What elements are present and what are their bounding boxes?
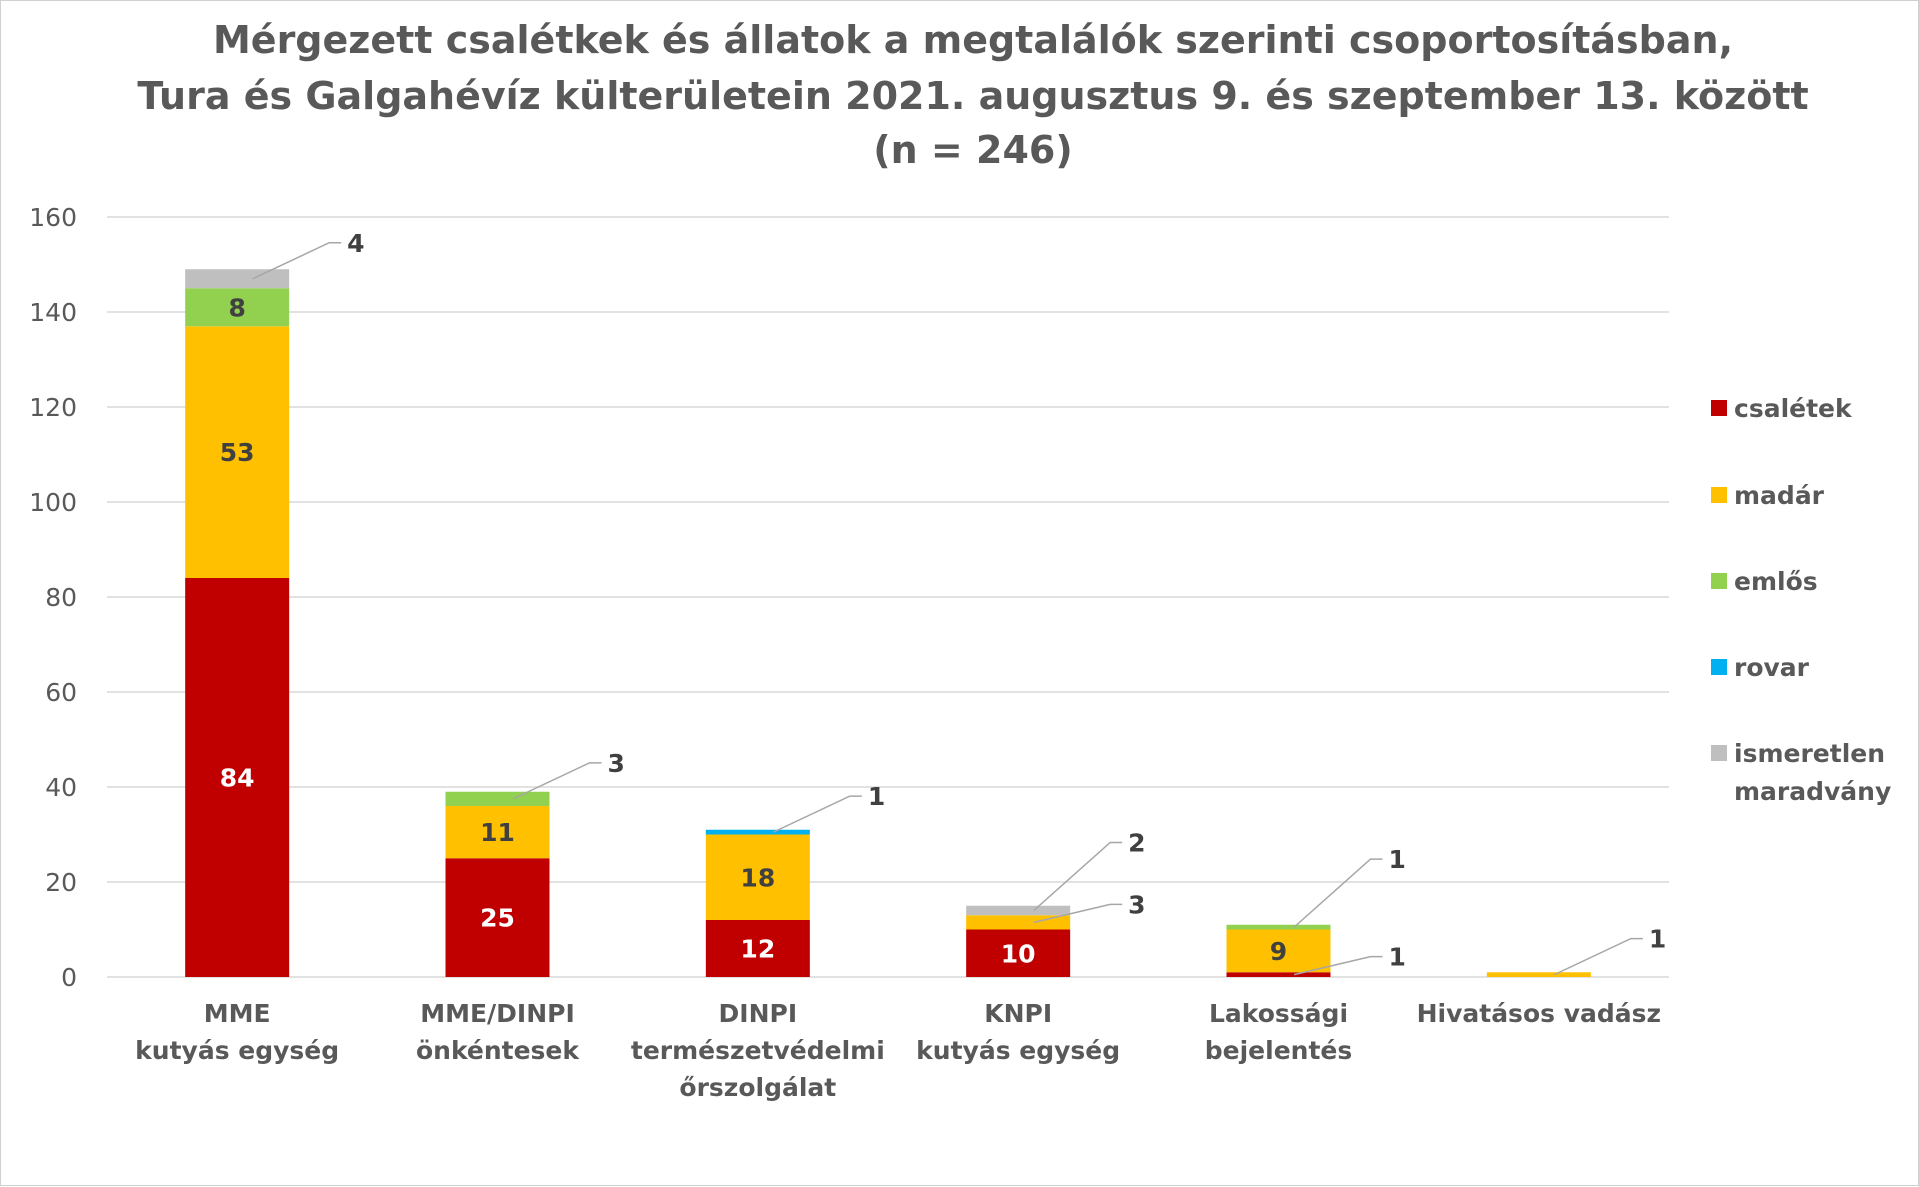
category-label: bejelentés (1205, 1036, 1353, 1065)
y-tick-label-0: 0 (61, 963, 77, 992)
x-axis-categories: MME kutyás egység MME/DINPI önkéntesek DINPI… (135, 999, 1661, 1102)
y-tick-label-60: 60 (45, 678, 77, 707)
legend-label: maradvány (1734, 777, 1891, 806)
bar-segment (1226, 929, 1331, 973)
bar-segment (966, 905, 1071, 916)
data-label: 11 (480, 818, 515, 847)
category-label: MME/DINPI (420, 999, 575, 1028)
category-label: MME (204, 999, 271, 1028)
bar-segment (185, 578, 290, 977)
data-label: 1 (1389, 943, 1406, 972)
legend: csalétek madár emlős rovar ismeretlen maradvá… (1711, 394, 1891, 806)
legend-swatch (1711, 400, 1727, 416)
bar-segment (705, 834, 810, 920)
category-label: kutyás egység (916, 1036, 1120, 1065)
gridlines (107, 216, 1669, 978)
category-label: természetvédelmi (631, 1036, 885, 1065)
bars (185, 269, 1591, 977)
category-label: kutyás egység (135, 1036, 339, 1065)
category-label: Lakossági (1209, 999, 1348, 1028)
bar-segment (705, 829, 810, 835)
data-label: 8 (228, 293, 245, 322)
legend-label: madár (1734, 481, 1825, 510)
bar-segment (1226, 924, 1331, 930)
legend-label: ismeretlen (1734, 739, 1885, 768)
leader-line (1033, 841, 1123, 912)
bar-segment (445, 858, 550, 977)
data-label: 1 (868, 782, 885, 811)
data-label: 12 (740, 935, 775, 964)
chart-title: Mérgezett csalétkek és állatok a megtalá… (137, 18, 1808, 172)
category-label: önkéntesek (416, 1036, 580, 1065)
y-axis-ticks: 0 20 40 60 80 100 120 140 160 (29, 203, 77, 992)
data-label: 18 (740, 863, 775, 892)
bar-segment (185, 288, 290, 327)
category-label: Hivatásos vadász (1417, 999, 1661, 1028)
data-label: 53 (220, 438, 255, 467)
data-label: 84 (220, 764, 255, 793)
data-label: 1 (1649, 925, 1666, 954)
y-tick-label-120: 120 (29, 393, 77, 422)
leader-line (773, 795, 862, 833)
category-label: őrszolgálat (679, 1073, 836, 1102)
category-label: DINPI (719, 999, 798, 1028)
bar-segment (445, 806, 550, 859)
legend-swatch (1711, 659, 1727, 675)
legend-label: csalétek (1734, 394, 1853, 423)
leader-line (1033, 903, 1123, 924)
bar-segment (1486, 972, 1591, 977)
leader-line (512, 762, 602, 800)
data-label: 10 (1001, 939, 1036, 968)
legend-swatch (1711, 745, 1727, 761)
legend-swatch (1711, 487, 1727, 503)
legend-label: rovar (1734, 653, 1810, 682)
leader-line (1293, 858, 1383, 928)
leader-line (1293, 955, 1383, 976)
legend-swatch (1711, 573, 1727, 589)
data-label: 1 (1389, 845, 1406, 874)
bar-segment (705, 920, 810, 977)
leader-line (252, 242, 342, 280)
bar-segment (185, 269, 290, 289)
category-label: KNPI (984, 999, 1052, 1028)
chart-title-line-2: Tura és Galgahévíz külterületein 2021. a… (137, 74, 1808, 118)
y-tick-label-40: 40 (45, 773, 77, 802)
bar-segment (1226, 972, 1331, 977)
legend-label: emlős (1734, 567, 1818, 596)
leader-line (1554, 937, 1643, 976)
bar-segment (966, 915, 1071, 930)
chart-title-line-1: Mérgezett csalétkek és állatok a megtalá… (213, 18, 1733, 62)
data-label: 9 (1270, 937, 1287, 966)
bar-segment (966, 929, 1071, 977)
data-label: 4 (347, 229, 364, 258)
chart-title-line-3: (n = 246) (873, 128, 1072, 172)
y-tick-label-100: 100 (29, 488, 77, 517)
data-label: 2 (1128, 829, 1145, 858)
data-label: 3 (608, 749, 625, 778)
bar-segment (445, 791, 550, 806)
y-tick-label-160: 160 (29, 203, 77, 232)
data-label: 25 (480, 904, 515, 933)
y-tick-label-140: 140 (29, 298, 77, 327)
y-tick-label-80: 80 (45, 583, 77, 612)
data-label: 3 (1128, 890, 1145, 919)
bar-segment (185, 326, 290, 578)
y-tick-label-20: 20 (45, 868, 77, 897)
